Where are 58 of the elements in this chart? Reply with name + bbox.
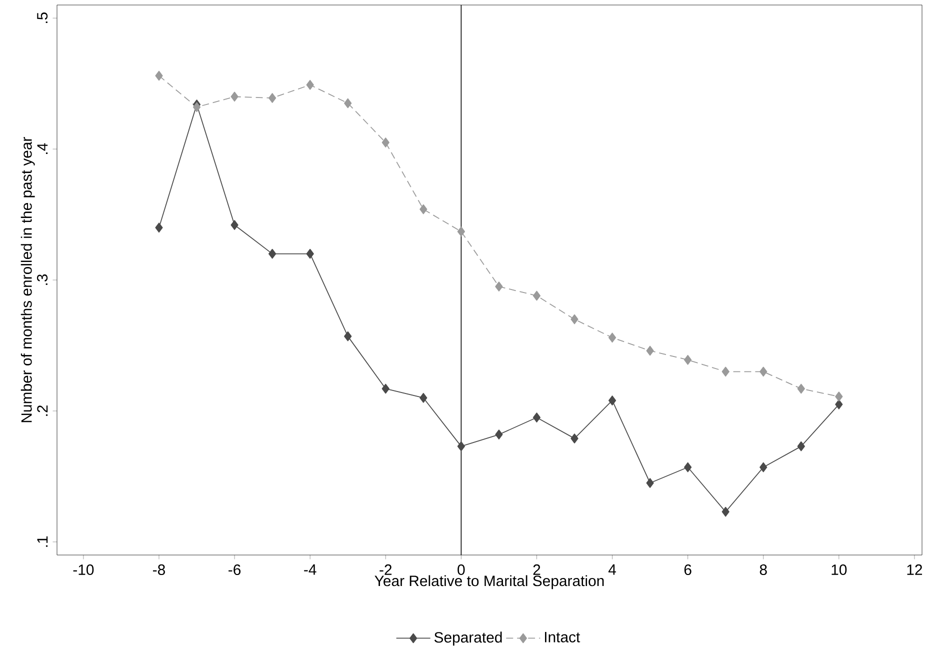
- point: [457, 441, 465, 452]
- point: [532, 290, 541, 301]
- point: [344, 331, 352, 342]
- point: [420, 204, 428, 214]
- point: [608, 396, 616, 406]
- point: [760, 462, 768, 472]
- point: [835, 399, 843, 410]
- legend-label: Separated: [434, 632, 502, 646]
- point: [608, 332, 616, 343]
- point: [306, 248, 314, 259]
- legend-label: Intact: [544, 632, 580, 642]
- x-tick-label: 0: [458, 564, 465, 576]
- point: [570, 434, 578, 444]
- point: [230, 92, 238, 102]
- y-tick-label: .1: [37, 536, 48, 547]
- point: [420, 392, 428, 403]
- point: [230, 220, 238, 230]
- x-tick-label: 4: [608, 564, 616, 575]
- x-tick-label: 2: [533, 564, 540, 575]
- point: [797, 384, 805, 394]
- point: [268, 248, 276, 259]
- y-axis-title: Number of months enrolled in the past year: [20, 137, 35, 422]
- x-tick-label: -2: [380, 564, 392, 575]
- point: [306, 80, 314, 90]
- point: [344, 98, 352, 108]
- x-axis-title: Year Relative to Marital Separation: [374, 575, 604, 590]
- point: [457, 226, 465, 236]
- x-tick-label: -8: [153, 564, 165, 576]
- point: [495, 430, 503, 440]
- x-tick-label: 12: [907, 564, 922, 575]
- point: [797, 441, 805, 452]
- y-tick-label: .5: [37, 12, 48, 23]
- point: [722, 506, 730, 517]
- y-tick-label: .2: [37, 405, 48, 416]
- point: [495, 282, 503, 292]
- point: [646, 478, 654, 488]
- point: [570, 314, 578, 324]
- y-tick-label: .4: [37, 143, 48, 154]
- point: [532, 412, 541, 422]
- point: [268, 93, 276, 103]
- y-tick-label: .3: [36, 274, 48, 285]
- point: [722, 366, 730, 377]
- point: [684, 354, 692, 365]
- x-tick-label: 6: [684, 564, 692, 576]
- point: [684, 462, 692, 472]
- x-tick-label: -10: [73, 564, 94, 576]
- point: [835, 392, 843, 402]
- point: [382, 138, 390, 148]
- point: [192, 102, 201, 112]
- x-tick-label: 10: [832, 564, 847, 576]
- x-tick-label: 8: [760, 564, 767, 576]
- point: [760, 366, 768, 377]
- point: [155, 70, 163, 81]
- x-tick-label: -4: [304, 564, 316, 575]
- point: [155, 222, 163, 233]
- point: [646, 346, 654, 356]
- x-tick-label: -6: [228, 564, 241, 576]
- point: [382, 384, 390, 394]
